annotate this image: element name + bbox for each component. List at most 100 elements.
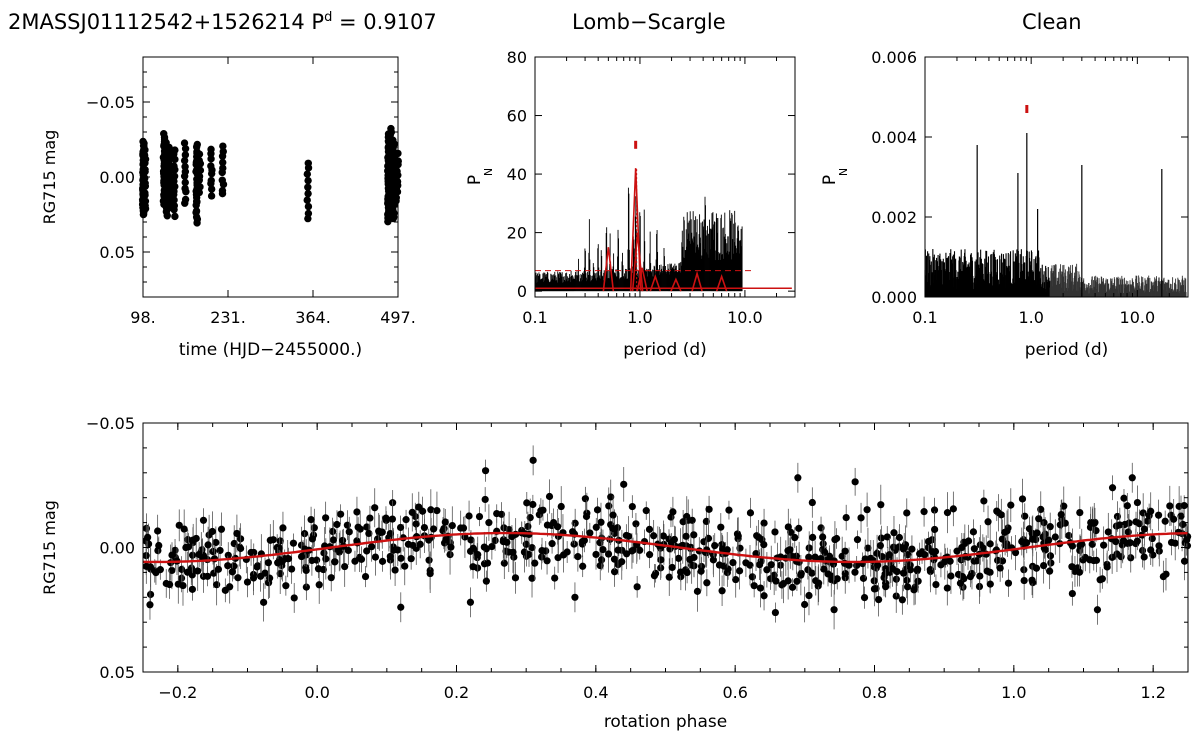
lightcurve-cluster: [218, 142, 228, 198]
data-point: [322, 555, 330, 563]
data-point: [1148, 534, 1156, 543]
data-point: [811, 553, 819, 561]
data-point: [412, 520, 420, 528]
lightcurve-panel: 98. 231. 364. 497. −0.05 0.00 0.05 time (HJD−24…: [40, 56, 416, 360]
data-point: [949, 505, 957, 513]
data-point: [427, 506, 435, 514]
data-point: [1116, 521, 1124, 529]
data-point: [1046, 567, 1054, 575]
data-point: [416, 540, 424, 548]
data-point: [755, 561, 764, 569]
data-point: [505, 525, 513, 534]
ls-window-peak: [602, 247, 615, 292]
data-point: [1068, 589, 1076, 598]
data-point: [181, 145, 190, 153]
data-point: [976, 572, 984, 580]
clean-ytick-label: 0.002: [871, 208, 917, 227]
data-point: [288, 565, 296, 573]
data-point: [910, 586, 918, 594]
data-point: [903, 576, 911, 584]
data-point: [526, 513, 534, 522]
data-point: [180, 172, 189, 180]
data-point: [329, 527, 337, 536]
data-point: [278, 557, 287, 565]
data-point: [786, 546, 794, 554]
data-point: [551, 574, 559, 582]
data-point: [742, 559, 750, 567]
data-point: [1125, 519, 1133, 527]
data-point: [875, 596, 883, 604]
data-point: [986, 540, 994, 548]
data-point: [368, 543, 376, 551]
ls-ytick-label: 20: [507, 224, 527, 243]
ls-axes: [534, 56, 796, 298]
data-point-outlier: [529, 456, 537, 464]
data-point: [361, 572, 370, 581]
data-point: [819, 533, 827, 541]
clean-xtick-label: 0.1: [912, 308, 937, 327]
data-point: [574, 553, 582, 561]
data-point: [1065, 531, 1073, 540]
data-point: [791, 533, 799, 542]
data-point: [363, 547, 371, 555]
data-point: [378, 528, 386, 536]
data-point: [178, 565, 186, 573]
clean-xtick-label: 1.0: [1018, 308, 1043, 327]
data-point: [266, 574, 274, 582]
data-point: [724, 565, 732, 573]
ls-ylabel: P: [465, 175, 485, 185]
data-point: [1039, 533, 1047, 541]
data-point: [895, 533, 904, 542]
data-point: [926, 566, 934, 574]
data-point: [474, 550, 482, 559]
data-point: [900, 544, 908, 552]
data-point: [218, 168, 226, 177]
data-point: [882, 583, 890, 591]
data-point: [970, 545, 978, 553]
data-point: [221, 586, 229, 594]
data-point: [766, 575, 775, 583]
data-point: [1180, 501, 1188, 510]
data-point: [538, 546, 546, 555]
data-point: [958, 543, 966, 552]
clean-ytick-label: 0.004: [871, 128, 917, 147]
data-point: [322, 514, 330, 522]
data-point: [729, 559, 737, 567]
data-point: [228, 568, 236, 576]
data-point: [683, 568, 691, 577]
data-point: [582, 512, 591, 521]
data-point: [442, 536, 450, 544]
data-point: [389, 214, 397, 223]
data-point: [497, 510, 506, 518]
phased-xtick-label: 0.4: [583, 683, 608, 702]
phased-xtick-label: 1.2: [1140, 683, 1165, 702]
data-point-outlier: [146, 601, 154, 609]
data-point: [188, 571, 196, 579]
data-point: [1029, 562, 1037, 570]
data-point: [351, 557, 359, 565]
data-point: [1004, 579, 1013, 587]
data-point: [771, 608, 779, 617]
ls-window-peak: [649, 274, 662, 292]
data-point: [784, 523, 792, 531]
data-point: [208, 527, 217, 536]
data-point: [570, 540, 578, 548]
phased-xtick-label: 0.6: [722, 683, 747, 702]
data-point-outlier: [794, 474, 802, 482]
data-point: [885, 551, 893, 559]
data-point: [195, 176, 203, 184]
data-point: [219, 158, 227, 167]
data-point: [465, 512, 473, 520]
data-point: [623, 550, 631, 558]
data-point: [353, 508, 361, 516]
data-point: [1018, 537, 1026, 546]
data-point: [628, 502, 636, 511]
phased-xtick-label: −0.2: [158, 683, 197, 702]
data-point: [182, 543, 190, 552]
data-point: [704, 534, 713, 542]
data-point: [304, 164, 313, 172]
data-point: [788, 583, 797, 591]
data-point: [146, 590, 155, 599]
data-point: [243, 578, 252, 586]
data-point: [480, 560, 489, 568]
